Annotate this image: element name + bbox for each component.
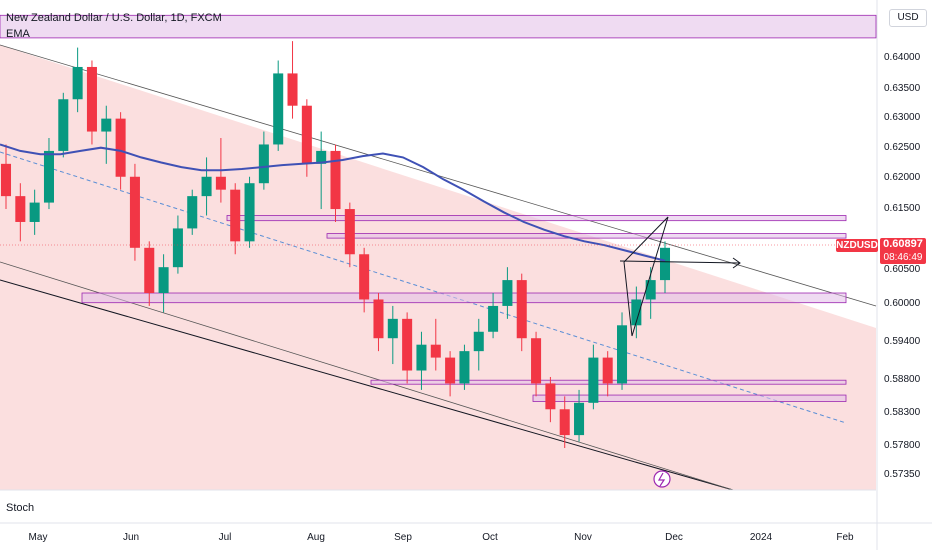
y-tick-label: 0.59400 xyxy=(884,336,921,347)
candle-body xyxy=(158,267,169,294)
candle-body xyxy=(416,344,427,371)
y-tick-label: 0.62500 xyxy=(884,142,921,153)
candle-body xyxy=(43,150,54,203)
candle-body xyxy=(287,73,298,106)
candle-body xyxy=(129,176,140,248)
candle-body xyxy=(273,73,284,145)
candle-body xyxy=(473,331,484,352)
candle-body xyxy=(430,344,441,358)
candle-body xyxy=(488,305,499,332)
x-tick-label: Oct xyxy=(482,532,498,543)
candle-body xyxy=(631,299,642,326)
candle-body xyxy=(72,66,83,100)
y-tick-label: 0.57800 xyxy=(884,440,921,451)
countdown-value: 08:46:49 xyxy=(883,252,923,263)
candle-body xyxy=(244,183,255,242)
candle-body xyxy=(301,105,312,164)
candle-body xyxy=(115,118,126,177)
chart-title: New Zealand Dollar / U.S. Dollar, 1D, FX… xyxy=(6,12,222,24)
y-tick-label: 0.60000 xyxy=(884,298,921,309)
channel-midline xyxy=(0,151,847,424)
x-tick-label: Sep xyxy=(394,532,412,543)
candle-body xyxy=(201,176,212,197)
candle-body xyxy=(86,66,97,132)
symbol-tag: NZDUSD xyxy=(836,239,878,252)
y-tick-label: 0.57350 xyxy=(884,469,921,480)
candle-body xyxy=(387,318,398,339)
wedge-pattern xyxy=(623,216,669,337)
supply-demand-zone xyxy=(226,215,847,222)
candle-body xyxy=(602,357,613,384)
last-price-label: 0.60897 08:46:49 xyxy=(880,238,926,264)
y-tick-label: 0.63000 xyxy=(884,112,921,123)
x-tick-label: Feb xyxy=(836,532,854,543)
candle-body xyxy=(402,318,413,371)
candle-body xyxy=(258,144,269,184)
candle-body xyxy=(330,150,341,210)
candle-body xyxy=(574,402,585,436)
candle-body xyxy=(101,118,112,132)
candle-body xyxy=(531,338,542,384)
candle-body xyxy=(230,189,241,242)
lightning-bolt-icon xyxy=(657,472,666,487)
y-tick-label: 0.62000 xyxy=(884,172,921,183)
indicator-label[interactable]: EMA xyxy=(6,28,30,40)
candle-body xyxy=(0,163,12,197)
candle-body xyxy=(545,383,556,410)
candle-body xyxy=(15,196,26,222)
candle-body xyxy=(516,280,527,339)
candle-body xyxy=(445,357,456,384)
candle-body xyxy=(659,247,671,281)
supply-demand-zone xyxy=(326,233,847,239)
candle-body xyxy=(344,209,355,255)
candle-body xyxy=(316,150,327,164)
last-price-value: 0.60897 xyxy=(883,238,923,250)
candle-body xyxy=(459,351,470,384)
candle-body xyxy=(144,247,155,294)
supply-demand-zone xyxy=(81,292,847,304)
x-tick-label: Nov xyxy=(574,532,592,543)
candle-body xyxy=(373,299,384,339)
candle-body xyxy=(215,176,226,190)
candle-body xyxy=(559,409,570,436)
candle-body xyxy=(502,280,513,306)
lightning-alert-icon xyxy=(653,470,671,488)
x-tick-label: Jun xyxy=(123,532,139,543)
channel-fill xyxy=(0,45,876,490)
stoch-pane-label[interactable]: Stoch xyxy=(6,502,35,514)
y-tick-label: 0.58300 xyxy=(884,407,921,418)
candle-body xyxy=(617,325,628,384)
y-tick-label: 0.60500 xyxy=(884,264,921,275)
x-tick-label: Jul xyxy=(219,532,232,543)
x-tick-label: Dec xyxy=(665,532,683,543)
candle-body xyxy=(359,254,370,300)
projection-arrow xyxy=(619,260,741,264)
ema-line xyxy=(0,143,666,262)
candle-body xyxy=(645,280,656,300)
x-tick-label: May xyxy=(29,532,48,543)
candle-body xyxy=(58,99,69,151)
currency-button[interactable]: USD xyxy=(889,9,927,27)
candle-body xyxy=(29,202,40,222)
supply-demand-zone xyxy=(0,14,877,39)
candle-body xyxy=(187,196,198,229)
x-tick-label: 2024 xyxy=(750,532,773,543)
x-tick-label: Aug xyxy=(307,532,325,543)
y-tick-label: 0.63500 xyxy=(884,83,921,94)
y-tick-label: 0.64000 xyxy=(884,52,921,63)
y-tick-label: 0.61500 xyxy=(884,203,921,214)
y-tick-label: 0.58800 xyxy=(884,374,921,385)
candle-body xyxy=(172,228,183,268)
channel-lower-line xyxy=(0,279,734,491)
candle-body xyxy=(588,357,599,403)
projection-arrowhead xyxy=(732,257,741,269)
supply-demand-zone xyxy=(532,394,847,402)
